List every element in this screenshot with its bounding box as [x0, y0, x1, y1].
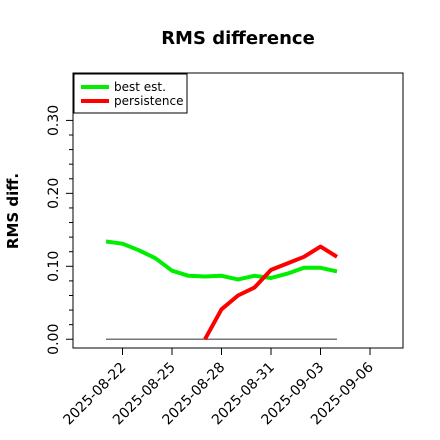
- y-axis: 0.00 0.10 0.20 0.30: [46, 105, 73, 355]
- y-tick-label: 0.20: [46, 178, 62, 209]
- series-line-best-est: [105, 239, 338, 282]
- legend-label-persistence: persistence: [114, 94, 183, 108]
- plot-frame: [72, 72, 404, 349]
- y-axis-label: RMS diff.: [4, 173, 22, 249]
- legend: best est. persistence: [73, 73, 188, 114]
- y-tick-label: 0.30: [46, 105, 62, 136]
- series-layer: [105, 239, 339, 341]
- x-axis: 2025-08-222025-08-252025-08-282025-08-31…: [60, 348, 377, 428]
- y-tick-label: 0.10: [46, 251, 62, 282]
- chart-title: RMS difference: [161, 28, 315, 49]
- series-line-persistence: [203, 244, 339, 341]
- legend-box: [73, 73, 188, 114]
- y-tick-label: 0.00: [46, 324, 62, 355]
- legend-label-best-est: best est.: [114, 80, 166, 94]
